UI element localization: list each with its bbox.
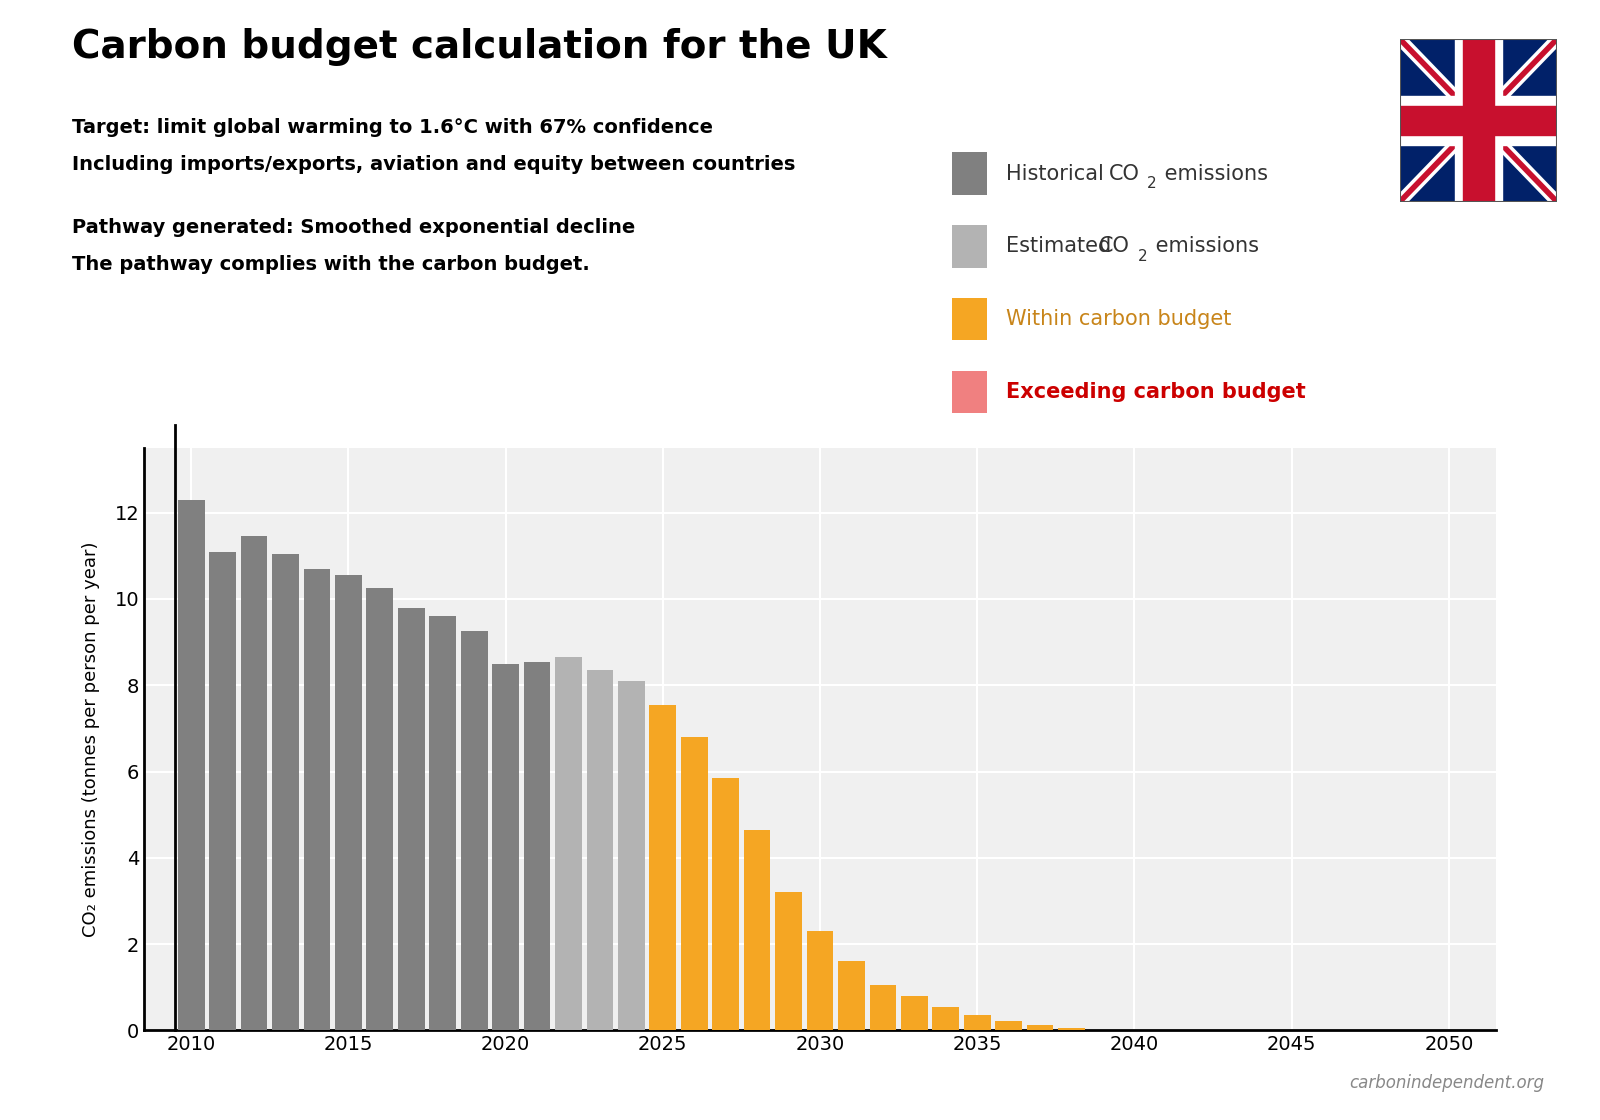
Bar xyxy=(1400,96,1557,144)
Bar xyxy=(682,737,707,1030)
Bar xyxy=(493,664,518,1030)
Text: Target: limit global warming to 1.6°C with 67% confidence: Target: limit global warming to 1.6°C wi… xyxy=(72,118,714,137)
Bar xyxy=(712,778,739,1030)
Text: Carbon budget calculation for the UK: Carbon budget calculation for the UK xyxy=(72,28,886,66)
Bar xyxy=(995,1021,1022,1030)
Bar xyxy=(774,893,802,1030)
Bar xyxy=(1058,1028,1085,1030)
Bar xyxy=(618,681,645,1030)
Text: CO: CO xyxy=(1099,236,1130,256)
Text: The pathway complies with the carbon budget.: The pathway complies with the carbon bud… xyxy=(72,255,590,274)
Bar xyxy=(523,662,550,1030)
Bar xyxy=(429,616,456,1030)
Bar xyxy=(744,830,771,1030)
Bar xyxy=(304,569,330,1030)
Text: carbonindependent.org: carbonindependent.org xyxy=(1349,1074,1544,1092)
Text: Pathway generated: Smoothed exponential decline: Pathway generated: Smoothed exponential … xyxy=(72,218,635,237)
Bar xyxy=(869,986,896,1030)
Bar xyxy=(272,553,299,1030)
Text: 2: 2 xyxy=(1147,176,1157,192)
Bar xyxy=(240,536,267,1030)
Bar xyxy=(366,588,394,1030)
Bar xyxy=(210,551,235,1030)
Bar xyxy=(461,632,488,1030)
Text: CO: CO xyxy=(1109,164,1139,184)
Text: Including imports/exports, aviation and equity between countries: Including imports/exports, aviation and … xyxy=(72,155,795,174)
Bar xyxy=(963,1016,990,1030)
Bar xyxy=(650,704,677,1030)
Text: emissions: emissions xyxy=(1149,236,1259,256)
Text: emissions: emissions xyxy=(1158,164,1269,184)
Bar xyxy=(398,608,424,1030)
Text: Exceeding carbon budget: Exceeding carbon budget xyxy=(1006,382,1306,402)
Bar xyxy=(838,961,866,1030)
Text: Historical: Historical xyxy=(1006,164,1110,184)
Bar xyxy=(806,931,834,1030)
Text: 2: 2 xyxy=(1138,249,1147,264)
Bar xyxy=(933,1007,958,1030)
Text: Within carbon budget: Within carbon budget xyxy=(1006,309,1232,329)
Y-axis label: CO₂ emissions (tonnes per person per year): CO₂ emissions (tonnes per person per yea… xyxy=(83,541,101,937)
Bar xyxy=(555,657,582,1030)
Bar xyxy=(901,996,928,1030)
Bar xyxy=(178,500,205,1030)
Text: Estimated: Estimated xyxy=(1006,236,1118,256)
Bar xyxy=(1027,1025,1053,1030)
Bar xyxy=(1400,106,1557,134)
Bar xyxy=(1454,39,1502,202)
Bar xyxy=(1462,39,1494,202)
Bar xyxy=(587,670,613,1030)
Bar xyxy=(334,576,362,1030)
